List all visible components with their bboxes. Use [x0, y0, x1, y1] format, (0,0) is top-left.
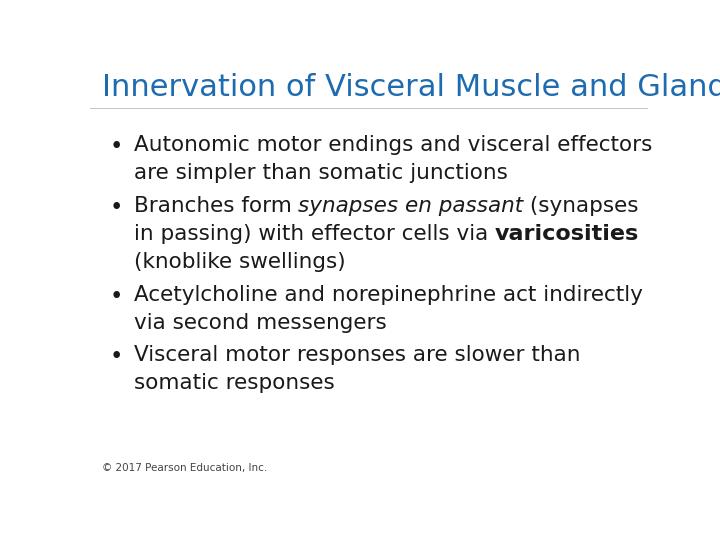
Text: •: • [109, 285, 123, 308]
Text: in passing) with effector cells via: in passing) with effector cells via [133, 224, 495, 244]
Text: somatic responses: somatic responses [133, 373, 334, 393]
Text: •: • [109, 346, 123, 368]
Text: Branches form: Branches form [133, 196, 298, 216]
Text: (knoblike swellings): (knoblike swellings) [133, 252, 345, 272]
Text: varicosities: varicosities [495, 224, 639, 244]
Text: synapses en passant: synapses en passant [298, 196, 523, 216]
Text: Visceral motor responses are slower than: Visceral motor responses are slower than [133, 346, 580, 366]
Text: •: • [109, 196, 123, 219]
Text: via second messengers: via second messengers [133, 313, 386, 333]
Text: are simpler than somatic junctions: are simpler than somatic junctions [133, 163, 508, 184]
Text: Innervation of Visceral Muscle and Glands: Innervation of Visceral Muscle and Gland… [102, 73, 720, 102]
Text: © 2017 Pearson Education, Inc.: © 2017 Pearson Education, Inc. [102, 463, 268, 473]
Text: (synapses: (synapses [523, 196, 639, 216]
Text: Autonomic motor endings and visceral effectors: Autonomic motor endings and visceral eff… [133, 136, 652, 156]
Text: Acetylcholine and norepinephrine act indirectly: Acetylcholine and norepinephrine act ind… [133, 285, 642, 305]
Text: •: • [109, 136, 123, 158]
